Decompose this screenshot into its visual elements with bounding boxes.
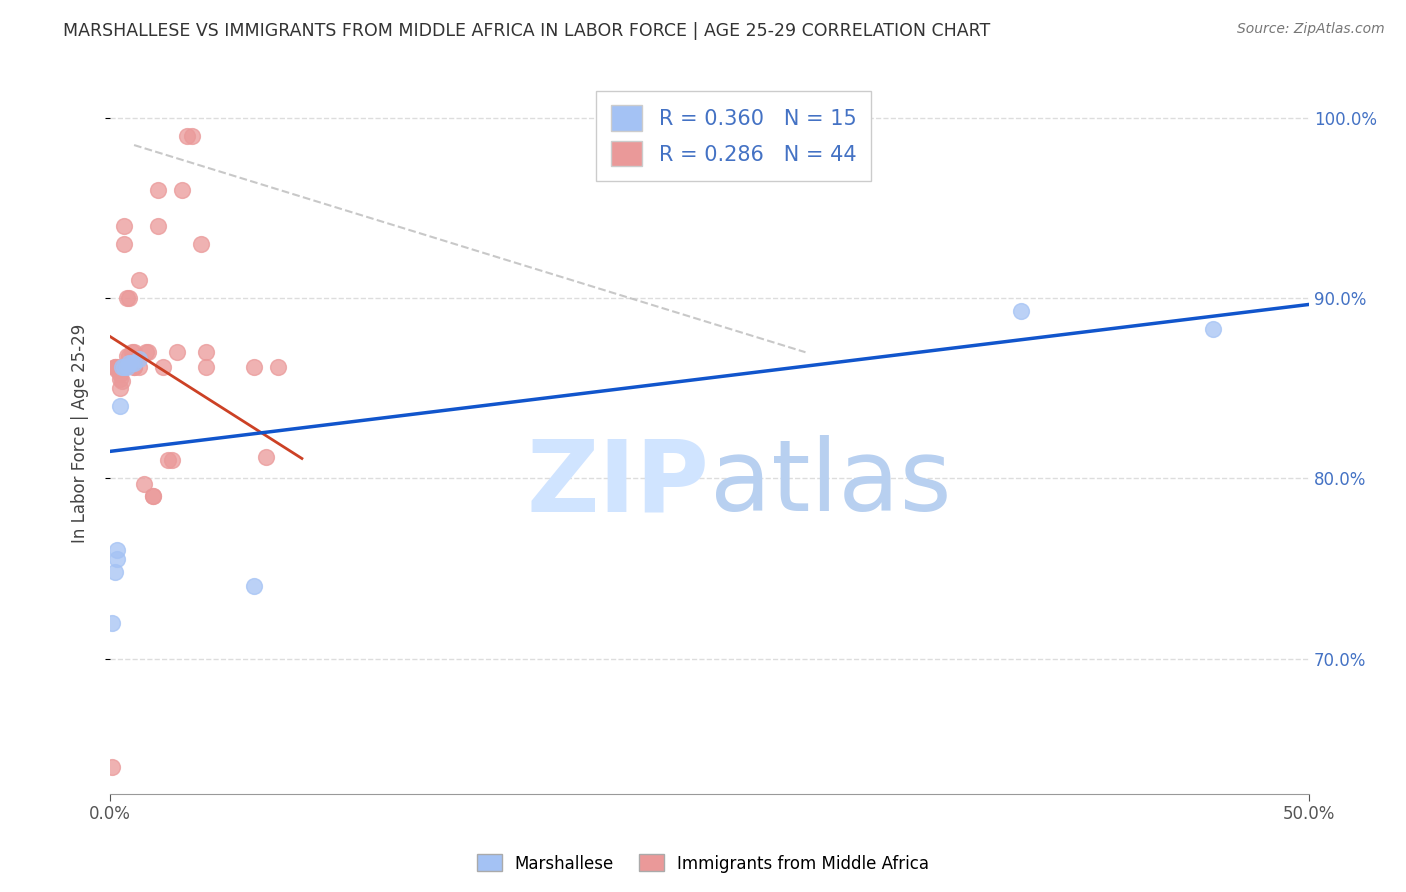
Point: [176, 129, 198, 144]
Point: [118, 356, 141, 370]
Point: [166, 345, 188, 359]
Legend: R = 0.360   N = 15, R = 0.286   N = 44: R = 0.360 N = 15, R = 0.286 N = 44: [596, 91, 870, 181]
Point: [1010, 303, 1032, 318]
Point: [121, 345, 143, 359]
Point: [108, 399, 131, 413]
Point: [111, 359, 134, 374]
Point: [122, 356, 145, 370]
Text: Source: ZipAtlas.com: Source: ZipAtlas.com: [1237, 22, 1385, 37]
Point: [122, 359, 145, 374]
Point: [146, 183, 169, 197]
Point: [108, 367, 131, 381]
Point: [111, 374, 134, 388]
Point: [138, 345, 160, 359]
Point: [108, 372, 131, 386]
Point: [121, 356, 143, 370]
Point: [111, 359, 134, 374]
Point: [195, 345, 218, 359]
Point: [101, 615, 124, 630]
Point: [128, 273, 150, 287]
Text: ZIP: ZIP: [527, 435, 710, 533]
Point: [105, 363, 128, 377]
Y-axis label: In Labor Force | Age 25-29: In Labor Force | Age 25-29: [72, 324, 89, 543]
Legend: Marshallese, Immigrants from Middle Africa: Marshallese, Immigrants from Middle Afri…: [470, 847, 936, 880]
Point: [267, 359, 290, 374]
Point: [190, 237, 212, 252]
Point: [180, 129, 202, 144]
Point: [115, 291, 138, 305]
Point: [128, 359, 150, 374]
Text: atlas: atlas: [710, 435, 952, 533]
Point: [243, 579, 266, 593]
Point: [105, 552, 128, 566]
Point: [114, 359, 136, 374]
Text: MARSHALLESE VS IMMIGRANTS FROM MIDDLE AFRICA IN LABOR FORCE | AGE 25-29 CORRELAT: MARSHALLESE VS IMMIGRANTS FROM MIDDLE AF…: [63, 22, 990, 40]
Point: [118, 349, 141, 363]
Point: [105, 359, 128, 374]
Point: [142, 489, 165, 503]
Point: [162, 453, 184, 467]
Point: [104, 359, 127, 374]
Point: [115, 349, 138, 363]
Point: [128, 352, 150, 367]
Point: [152, 359, 174, 374]
Point: [122, 356, 145, 370]
Point: [1202, 322, 1225, 336]
Point: [156, 453, 179, 467]
Point: [104, 565, 127, 579]
Point: [170, 183, 193, 197]
Point: [114, 237, 136, 252]
Point: [122, 359, 145, 374]
Point: [108, 381, 131, 395]
Point: [132, 476, 155, 491]
Point: [135, 345, 157, 359]
Point: [122, 345, 145, 359]
Point: [104, 359, 127, 374]
Point: [118, 291, 141, 305]
Point: [142, 489, 165, 503]
Point: [146, 219, 169, 234]
Point: [254, 450, 277, 464]
Point: [105, 543, 128, 558]
Point: [114, 219, 136, 234]
Point: [195, 359, 218, 374]
Point: [243, 359, 266, 374]
Point: [115, 359, 138, 374]
Point: [101, 759, 124, 773]
